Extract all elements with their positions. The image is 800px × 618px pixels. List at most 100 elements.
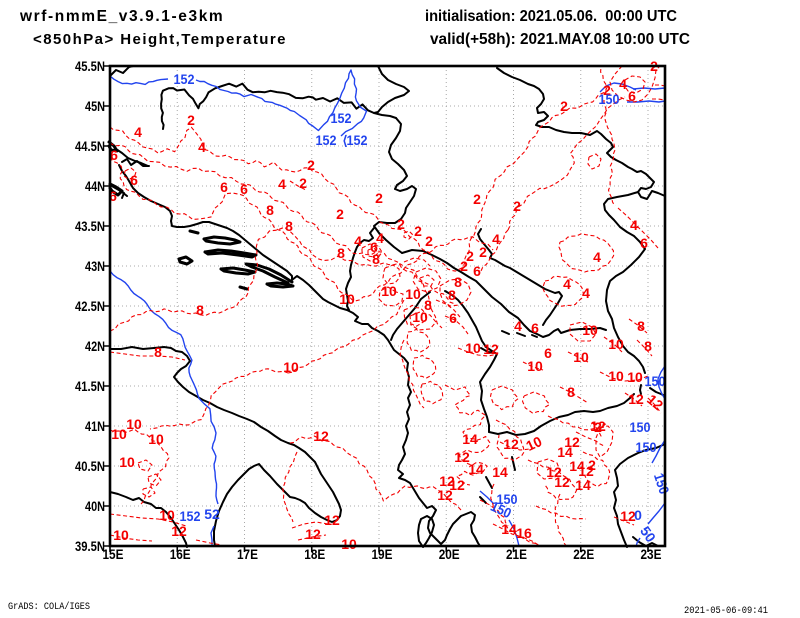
svg-text:150: 150 — [630, 419, 651, 435]
svg-text:10: 10 — [119, 454, 135, 470]
svg-text:6: 6 — [544, 345, 552, 361]
svg-text:6: 6 — [109, 188, 117, 204]
svg-text:10: 10 — [582, 322, 598, 338]
svg-text:GrADS: COLA/IGES: GrADS: COLA/IGES — [8, 601, 90, 613]
svg-text:8: 8 — [424, 297, 432, 313]
svg-text:18E: 18E — [304, 547, 325, 562]
svg-text:12: 12 — [449, 477, 465, 493]
svg-text:21E: 21E — [506, 547, 527, 562]
svg-text:10: 10 — [608, 336, 624, 352]
svg-text:10: 10 — [339, 291, 355, 307]
svg-text:14: 14 — [462, 431, 478, 447]
svg-text:12: 12 — [437, 487, 453, 503]
svg-text:12: 12 — [578, 463, 594, 479]
svg-text:12: 12 — [590, 418, 606, 434]
svg-text:52: 52 — [204, 506, 220, 522]
svg-text:4: 4 — [492, 231, 500, 247]
svg-text:10: 10 — [405, 286, 421, 302]
svg-text:42N: 42N — [85, 339, 105, 354]
svg-text:12: 12 — [620, 508, 636, 524]
svg-text:8: 8 — [567, 384, 575, 400]
svg-text:12: 12 — [628, 391, 644, 407]
svg-text:4: 4 — [198, 139, 206, 155]
svg-text:19E: 19E — [372, 547, 393, 562]
svg-text:12: 12 — [324, 512, 340, 528]
svg-text:41N: 41N — [85, 419, 105, 434]
svg-text:6: 6 — [110, 147, 118, 163]
svg-text:10: 10 — [111, 426, 127, 442]
svg-text:23E: 23E — [641, 547, 662, 562]
svg-text:12: 12 — [554, 474, 570, 490]
svg-text:8: 8 — [454, 274, 462, 290]
svg-text:2: 2 — [425, 233, 433, 249]
svg-text:12: 12 — [483, 341, 499, 357]
svg-text:150: 150 — [497, 491, 518, 507]
svg-text:2: 2 — [560, 98, 568, 114]
svg-text:150: 150 — [651, 471, 673, 496]
svg-text:4: 4 — [593, 249, 601, 265]
svg-text:2021-05-06-09:41: 2021-05-06-09:41 — [684, 605, 768, 617]
svg-text:42.5N: 42.5N — [75, 299, 105, 314]
svg-text:6: 6 — [370, 239, 378, 255]
svg-text:12: 12 — [564, 434, 580, 450]
svg-text:10: 10 — [412, 309, 428, 325]
svg-text:2: 2 — [397, 216, 405, 232]
svg-text:43N: 43N — [85, 259, 105, 274]
svg-text:152: 152 — [331, 110, 352, 126]
svg-text:12: 12 — [546, 464, 562, 480]
svg-text:17E: 17E — [237, 547, 258, 562]
svg-text:2: 2 — [594, 419, 602, 435]
svg-text:152: 152 — [316, 132, 337, 148]
svg-text:2: 2 — [375, 190, 383, 206]
svg-text:6: 6 — [473, 263, 481, 279]
svg-text:wrf-nmmE_v3.9.1-e3km: wrf-nmmE_v3.9.1-e3km — [19, 8, 224, 25]
svg-text:12: 12 — [313, 428, 329, 444]
svg-text:45N: 45N — [85, 99, 105, 114]
svg-text:10: 10 — [126, 416, 142, 432]
svg-text:4: 4 — [630, 217, 638, 233]
svg-text:4: 4 — [582, 285, 590, 301]
svg-text:12: 12 — [305, 526, 321, 542]
svg-text:152: 152 — [180, 508, 201, 524]
svg-text:2: 2 — [603, 82, 611, 98]
svg-text:10: 10 — [573, 349, 589, 365]
svg-text:2: 2 — [588, 457, 596, 473]
svg-text:152: 152 — [347, 132, 368, 148]
svg-text:6: 6 — [130, 172, 138, 188]
svg-text:41.5N: 41.5N — [75, 379, 105, 394]
svg-text:6: 6 — [220, 179, 228, 195]
svg-text:12: 12 — [503, 436, 519, 452]
svg-text:10: 10 — [527, 358, 543, 374]
svg-text:10: 10 — [341, 536, 357, 552]
svg-text:44N: 44N — [85, 179, 105, 194]
svg-text:12: 12 — [171, 523, 187, 539]
svg-text:8: 8 — [337, 245, 345, 261]
svg-text:22E: 22E — [573, 547, 594, 562]
svg-text:6: 6 — [240, 181, 248, 197]
svg-text:initialisation: 2021.05.06. 0: initialisation: 2021.05.06. 00:00 UTC — [425, 8, 677, 25]
svg-text:44.5N: 44.5N — [75, 139, 105, 154]
svg-text:10: 10 — [465, 340, 481, 356]
svg-text:14: 14 — [468, 461, 484, 477]
svg-text:10: 10 — [159, 507, 175, 523]
svg-text:14: 14 — [557, 444, 573, 460]
svg-text:2: 2 — [414, 223, 422, 239]
svg-text:2: 2 — [473, 191, 481, 207]
svg-text:10: 10 — [148, 431, 164, 447]
svg-text:8: 8 — [448, 287, 456, 303]
svg-text:8: 8 — [372, 251, 380, 267]
svg-text:10: 10 — [523, 433, 544, 454]
svg-text:8: 8 — [154, 344, 162, 360]
svg-text:2: 2 — [460, 258, 468, 274]
svg-text:6: 6 — [640, 235, 648, 251]
svg-text:8: 8 — [196, 302, 204, 318]
svg-text:14: 14 — [575, 477, 591, 493]
svg-text:2: 2 — [336, 206, 344, 222]
svg-text:40.5N: 40.5N — [75, 459, 105, 474]
svg-text:8: 8 — [266, 202, 274, 218]
svg-text:2: 2 — [187, 112, 195, 128]
svg-text:12: 12 — [454, 449, 470, 465]
svg-text:10: 10 — [608, 368, 624, 384]
svg-text:2: 2 — [466, 248, 474, 264]
svg-text:39.5N: 39.5N — [75, 539, 105, 554]
